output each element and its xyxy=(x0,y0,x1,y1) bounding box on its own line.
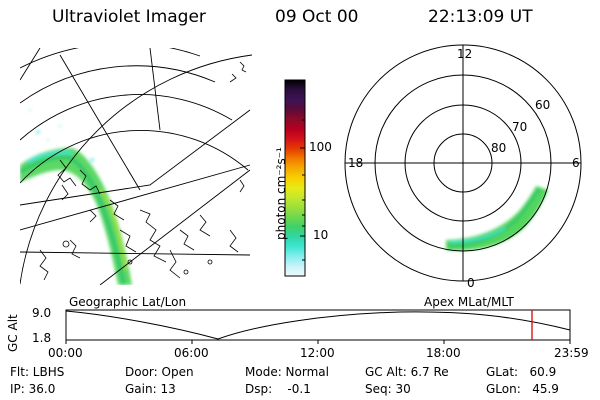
y-tick-1-8: 1.8 xyxy=(32,331,52,345)
lat-label-70: 70 xyxy=(512,120,528,134)
geographic-map xyxy=(20,48,252,285)
info-seq: Seq: 30 xyxy=(365,382,411,396)
mlt-label-18: 18 xyxy=(348,156,364,170)
x-tick-0600: 06:00 xyxy=(174,346,209,360)
info-ip: IP: 36.0 xyxy=(10,382,56,396)
colorbar-tick-100: 100 xyxy=(309,140,332,154)
aurora-band-geographic xyxy=(20,108,132,285)
x-tick-1800: 18:00 xyxy=(426,346,461,360)
instrument-title: Ultraviolet Imager xyxy=(52,7,206,27)
info-glat: GLat: 60.9 xyxy=(486,365,557,379)
colorbar-label: photon cm⁻²s⁻¹ xyxy=(274,147,288,240)
timeline-panel xyxy=(65,309,571,344)
colorbar-ticks xyxy=(300,119,305,261)
x-tick-0000: 00:00 xyxy=(48,346,83,360)
info-filter: Flt: LBHS xyxy=(10,365,65,379)
info-mode: Mode: Normal xyxy=(245,365,329,379)
coastlines xyxy=(39,61,247,281)
timeline-frame xyxy=(65,309,571,341)
aurora-oval-polar xyxy=(446,186,548,251)
lat-label-80: 80 xyxy=(491,141,507,155)
lat-label-60: 60 xyxy=(535,98,551,112)
mlt-label-0: 0 xyxy=(467,276,475,290)
geographic-coords-label: Geographic Lat/Lon xyxy=(69,295,187,309)
info-dsp: Dsp: -0.1 xyxy=(245,382,311,396)
colorbar xyxy=(284,79,306,277)
x-tick-1200: 12:00 xyxy=(300,346,335,360)
altitude-curve xyxy=(65,310,571,340)
polar-plot xyxy=(344,44,582,282)
x-tick-2359: 23:59 xyxy=(554,346,589,360)
colorbar-tick-10: 10 xyxy=(313,228,329,242)
apex-coords-label: Apex MLat/MLT xyxy=(424,295,514,309)
mlt-label-6: 6 xyxy=(572,156,580,170)
time-label: 22:13:09 UT xyxy=(428,7,533,27)
info-gc-alt: GC Alt: 6.7 Re xyxy=(365,365,449,379)
mlt-label-12: 12 xyxy=(457,47,473,61)
gc-alt-axis-title: GC Alt xyxy=(6,314,20,352)
date-label: 09 Oct 00 xyxy=(275,7,359,27)
info-door: Door: Open xyxy=(125,365,194,379)
y-tick-9: 9.0 xyxy=(32,306,52,320)
info-gain: Gain: 13 xyxy=(125,382,176,396)
info-glon: GLon: 45.9 xyxy=(486,382,559,396)
